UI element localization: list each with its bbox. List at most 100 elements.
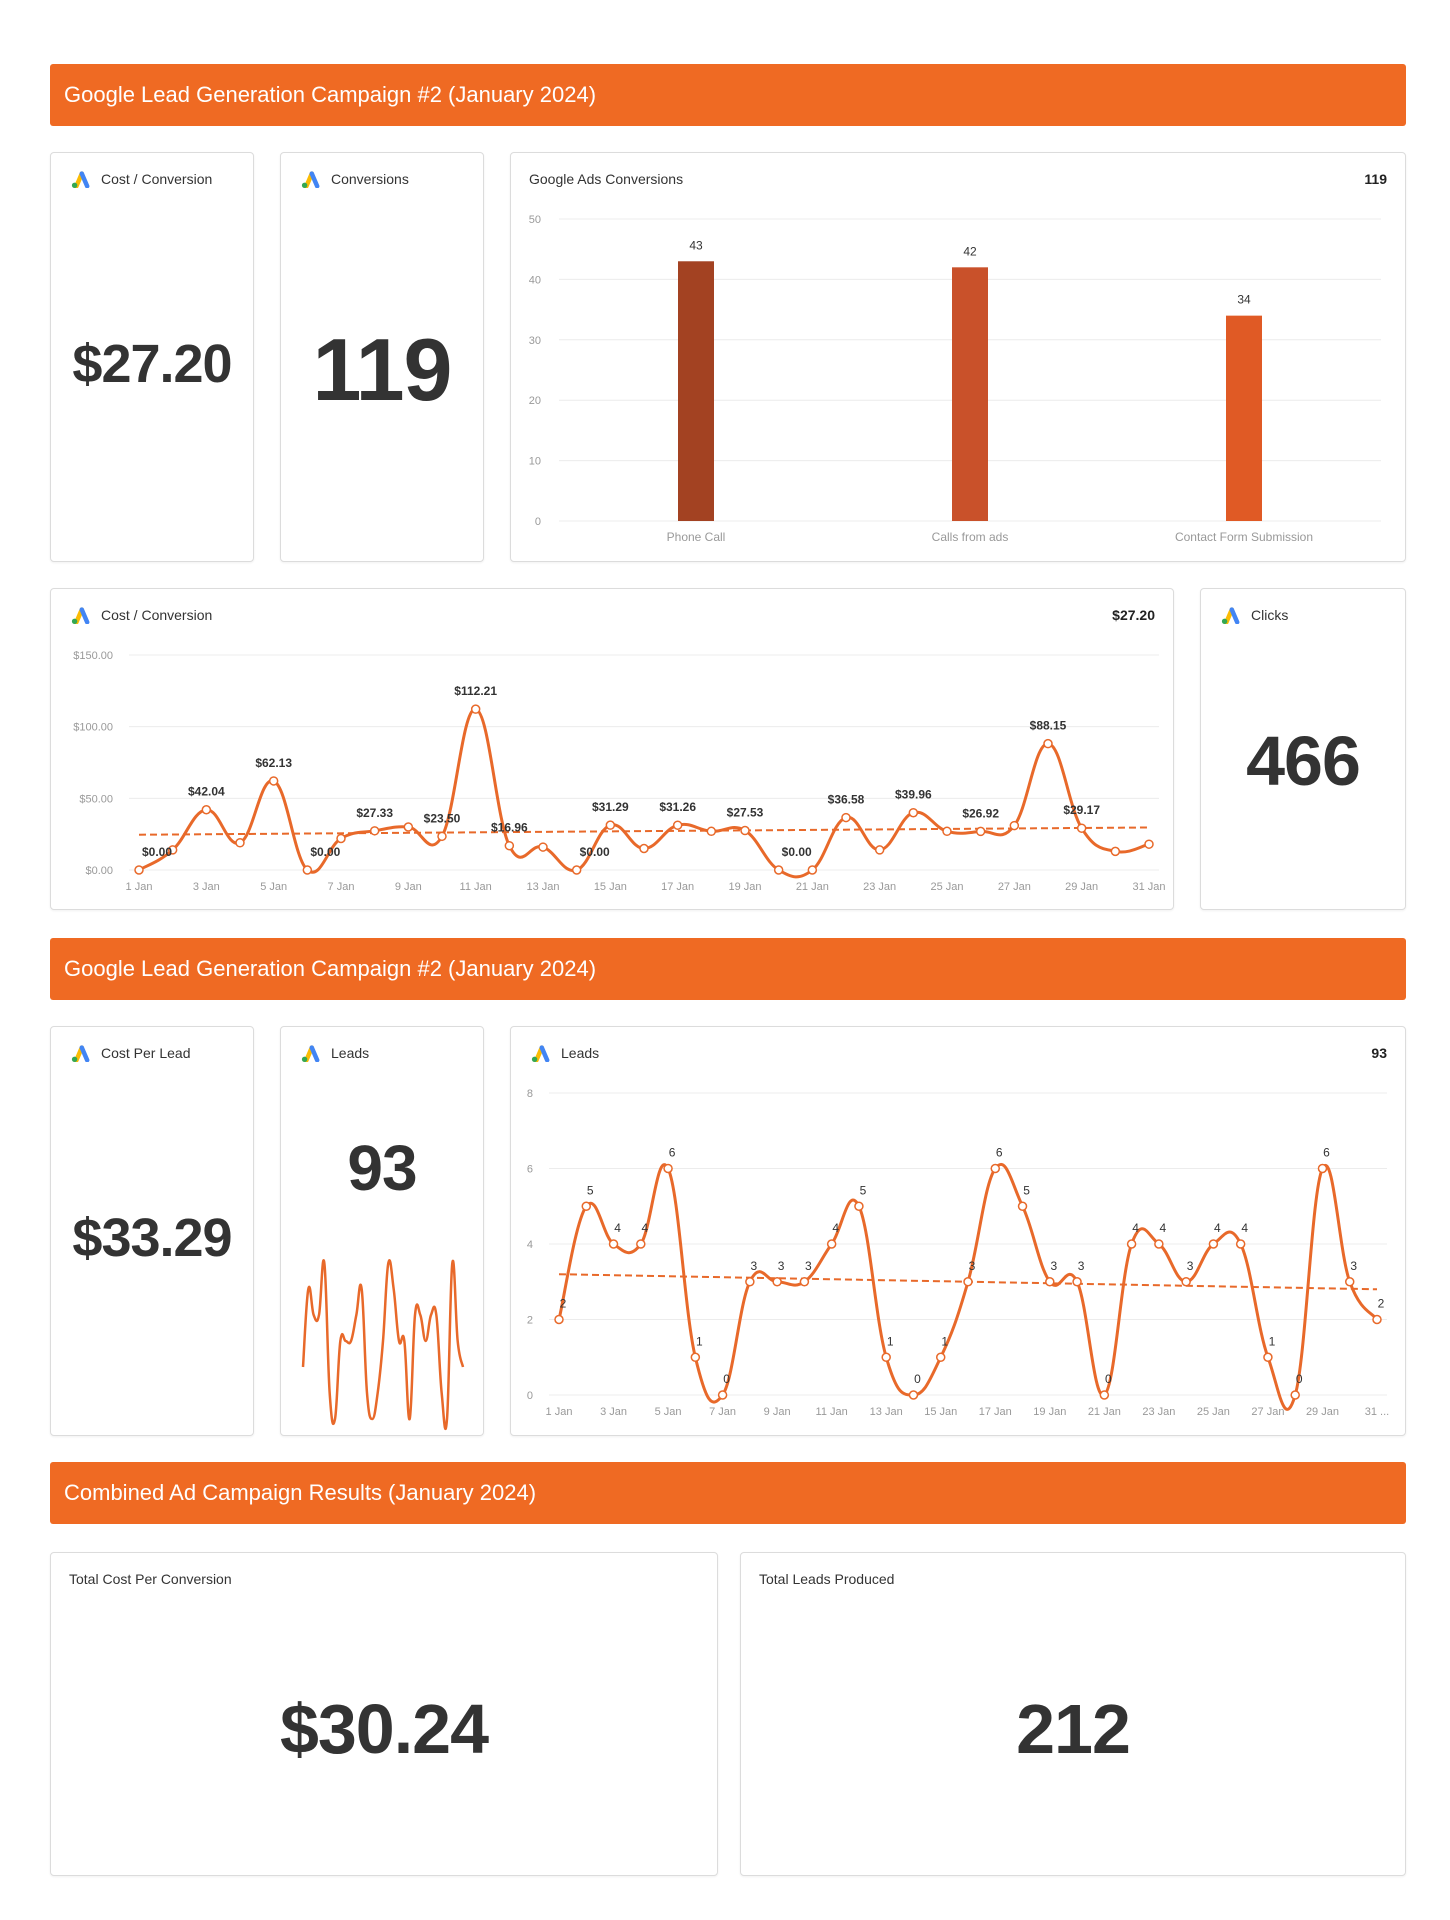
point-data-label: 4	[1214, 1221, 1221, 1235]
data-point	[772, 1277, 782, 1287]
data-point	[942, 826, 952, 837]
point-data-label: $0.00	[310, 845, 340, 859]
data-point	[799, 1277, 810, 1287]
x-tick-label: 7 Jan	[709, 1406, 736, 1418]
data-point	[990, 1163, 1001, 1174]
cost-conversion-card[interactable]: Cost / Conversion $27.20	[50, 152, 254, 562]
data-point	[1290, 1390, 1300, 1400]
data-point	[1317, 1163, 1328, 1174]
data-point	[935, 1352, 946, 1362]
data-point	[268, 776, 279, 786]
data-point	[690, 1352, 701, 1362]
point-data-label: 2	[560, 1297, 567, 1311]
data-point	[963, 1277, 973, 1287]
point-data-label: 6	[996, 1146, 1003, 1160]
total-leads-produced-card[interactable]: Total Leads Produced 212	[740, 1552, 1406, 1876]
data-point	[1076, 823, 1087, 833]
conversions-card[interactable]: Conversions 119	[280, 152, 484, 562]
leads-sparkline	[301, 1259, 465, 1430]
x-tick-label: 9 Jan	[395, 881, 422, 893]
card-label: Clicks	[1251, 607, 1289, 623]
point-data-label: 3	[778, 1259, 785, 1273]
section-banner-campaign-2: Google Lead Generation Campaign #2 (Janu…	[50, 64, 1406, 126]
data-point	[369, 826, 380, 836]
kpi-value: $30.24	[279, 1690, 489, 1768]
data-point	[807, 865, 818, 875]
google-ads-icon	[1221, 607, 1240, 624]
point-data-label: 5	[587, 1183, 594, 1197]
data-point	[437, 831, 447, 842]
section-banner-campaign-2-leads: Google Lead Generation Campaign #2 (Janu…	[50, 938, 1406, 1000]
point-data-label: $36.58	[828, 793, 865, 807]
data-point	[874, 845, 885, 855]
data-point	[302, 865, 313, 875]
point-data-label: 4	[832, 1221, 839, 1235]
cost-conversion-chart-card[interactable]: Cost / Conversion $27.20 $0.00 $50.00 $100…	[50, 588, 1174, 910]
x-tick-label: 3 Jan	[600, 1406, 627, 1418]
x-tick-label: Phone Call	[667, 530, 726, 544]
cost-per-lead-card[interactable]: Cost Per Lead $33.29	[50, 1026, 254, 1436]
x-tick-label: 11 Jan	[816, 1406, 848, 1418]
data-point	[1072, 1277, 1082, 1287]
data-point	[745, 1277, 755, 1287]
data-point	[841, 812, 851, 823]
data-point	[1110, 846, 1121, 857]
x-tick-label: 31 ...	[1365, 1406, 1389, 1418]
bar	[952, 267, 988, 521]
data-point	[1126, 1239, 1137, 1249]
x-tick-label: 23 Jan	[863, 881, 896, 893]
point-data-label: 1	[1269, 1334, 1276, 1348]
data-point	[881, 1352, 891, 1362]
data-point	[1263, 1352, 1273, 1362]
card-label: Leads	[331, 1045, 370, 1061]
data-point	[706, 826, 717, 837]
y-tick-label: 50	[529, 214, 541, 226]
x-tick-label: 15 Jan	[594, 881, 627, 893]
point-data-label: 4	[1132, 1221, 1139, 1235]
point-data-label: 0	[1296, 1372, 1303, 1386]
section-banner-combined: Combined Ad Campaign Results (January 20…	[50, 1462, 1406, 1524]
data-point	[854, 1201, 864, 1211]
point-data-label: 1	[887, 1334, 894, 1348]
point-data-label: 3	[751, 1259, 758, 1273]
google-ads-conversions-card[interactable]: Google Ads Conversions 119 0 10 20 30 40 50 43…	[510, 152, 1406, 562]
data-point	[1154, 1239, 1164, 1249]
data-point	[605, 820, 616, 830]
data-point	[201, 804, 212, 815]
card-label: Google Ads Conversions	[529, 171, 684, 187]
point-data-label: $16.96	[491, 821, 528, 835]
x-tick-label: Calls from ads	[932, 530, 1009, 544]
bar-data-label: 42	[963, 244, 977, 258]
y-tick-label: 40	[529, 274, 541, 286]
point-data-label: 1	[941, 1334, 948, 1348]
point-data-label: 0	[914, 1372, 921, 1386]
data-point	[403, 822, 414, 832]
x-tick-label: 17 Jan	[661, 881, 694, 893]
y-tick-label: $100.00	[73, 722, 113, 734]
x-tick-label: 29 Jan	[1065, 881, 1098, 893]
data-point	[908, 1390, 919, 1400]
card-label: Cost / Conversion	[101, 607, 213, 623]
leads-chart-card[interactable]: Leads 93 0 2 4 6 8 1 Jan 3 Jan 5 Jan 7 Jan 9 Jan 1…	[510, 1026, 1406, 1436]
x-tick-label: 21 Jan	[1088, 1406, 1121, 1418]
data-point	[1009, 820, 1020, 831]
y-tick-label: 6	[527, 1164, 533, 1176]
data-point	[1017, 1201, 1028, 1211]
data-point	[235, 838, 245, 848]
leads-card[interactable]: Leads 93	[280, 1026, 484, 1436]
data-point	[134, 865, 144, 875]
point-data-label: $62.13	[255, 756, 292, 770]
point-data-label: $0.00	[142, 845, 172, 859]
x-tick-label: 7 Jan	[328, 881, 355, 893]
google-ads-icon	[71, 171, 90, 188]
x-tick-label: 5 Jan	[260, 881, 287, 893]
bar	[678, 261, 714, 521]
x-tick-label: Contact Form Submission	[1175, 530, 1313, 544]
data-point	[717, 1390, 728, 1400]
clicks-card[interactable]: Clicks 466	[1200, 588, 1406, 910]
card-label: Total Cost Per Conversion	[69, 1571, 232, 1587]
data-point	[571, 865, 582, 875]
x-tick-label: 31 Jan	[1132, 881, 1165, 893]
total-cost-per-conversion-card[interactable]: Total Cost Per Conversion $30.24	[50, 1552, 718, 1876]
point-data-label: 3	[969, 1259, 976, 1273]
